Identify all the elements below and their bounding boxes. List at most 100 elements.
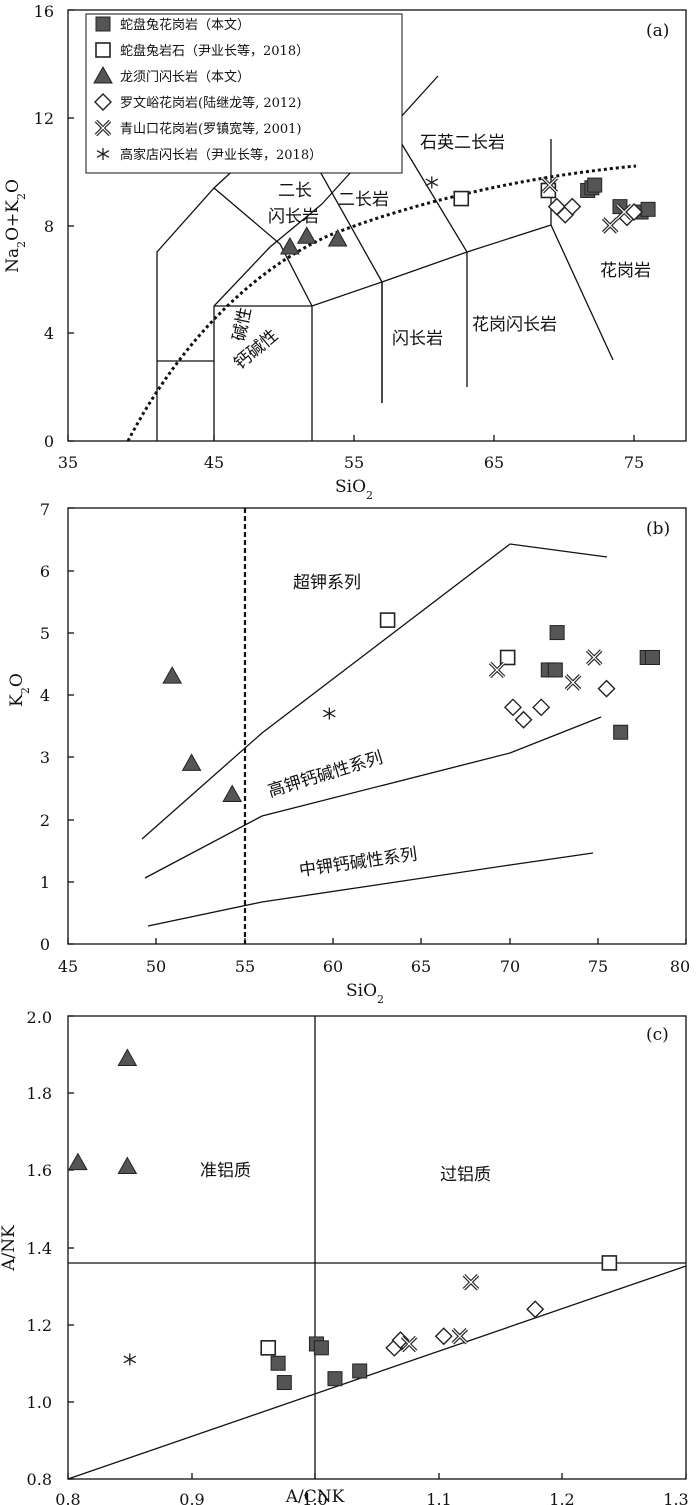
panel-c-label: (c)	[646, 1025, 669, 1045]
data-point-diamond-open	[532, 698, 551, 717]
x-tick-label: 0.9	[179, 1490, 204, 1505]
data-point-square-filled	[276, 1375, 292, 1391]
legend-label: 罗文峪花岗岩(陆继龙等, 2012)	[120, 95, 302, 111]
y-tick-label: 1.8	[27, 1084, 52, 1103]
legend-label: 蛇盘兔花岗岩（本文）	[120, 17, 250, 33]
legend-marker-asterisk	[96, 148, 110, 160]
legend-label: 青山口花岗岩(罗镇宽等, 2001)	[120, 121, 302, 137]
x-tick-label: 80	[670, 957, 690, 976]
y-tick-label: 6	[40, 562, 50, 581]
x-tick-label: 60	[323, 957, 343, 976]
panel-c-x-tick-labels: 0.8 0.9 1.0 1.1 1.2 1.3	[55, 1490, 688, 1505]
field-label: 花岗岩	[600, 261, 651, 281]
panel-b-x-tick-labels: 45 50 55 60 65 70 75 80	[58, 957, 690, 976]
data-point-asterisk	[323, 707, 336, 720]
panel-b: 45 50 55 60 65 70 75 80 0 1 2 3 4 5 6 7 …	[7, 500, 690, 1006]
y-tick-label: 1.4	[27, 1239, 52, 1258]
data-point-square-filled	[644, 649, 660, 665]
panel-a-y-tick-labels: 0 4 8 12 16	[34, 2, 54, 451]
panel-a-points	[280, 176, 656, 255]
panel-c-points	[68, 1048, 618, 1391]
x-tick-label: 50	[146, 957, 166, 976]
y-tick-label: 5	[40, 624, 50, 643]
data-point-square-filled	[270, 1355, 286, 1371]
y-tick-label: 4	[40, 686, 50, 705]
data-point-triangle-filled	[327, 228, 348, 247]
x-tick-label: 55	[344, 453, 364, 472]
y-tick-label: 4	[44, 324, 54, 343]
data-point-diamond-open	[514, 710, 533, 729]
field-label: 过铝质	[440, 1165, 491, 1185]
data-point-triangle-filled	[68, 1152, 88, 1171]
field-label: 中钾钙碱性系列	[298, 845, 419, 881]
data-point-x	[488, 661, 506, 679]
x-tick-label: 65	[484, 453, 504, 472]
x-tick-label: 45	[58, 957, 78, 976]
data-point-triangle-filled	[117, 1048, 138, 1066]
panel-b-y-axis-title: K2O	[7, 673, 32, 707]
legend-label: 高家店闪长岩（尹业长等，2018）	[120, 147, 322, 163]
panel-a: 35 45 55 65 75 0 4 8 12 16 SiO2 Na2O+K2O…	[3, 2, 687, 502]
y-tick-label: 3	[40, 748, 50, 767]
field-label: 闪长岩	[268, 207, 319, 227]
data-point-square-filled	[327, 1371, 343, 1387]
data-point-square-filled	[613, 724, 629, 740]
y-tick-label: 7	[40, 500, 50, 519]
panel-b-ticks	[67, 507, 687, 945]
x-tick-label: 55	[235, 957, 255, 976]
panel-a-x-tick-labels: 35 45 55 65 75	[58, 453, 644, 472]
field-label: 高钾钙碱性系列	[266, 748, 386, 802]
legend-label: 龙须门闪长岩（本文）	[120, 70, 250, 85]
y-tick-label: 0	[44, 432, 54, 451]
y-tick-label: 2	[40, 811, 50, 830]
data-point-x	[462, 1273, 480, 1291]
panel-c-x-axis-title: A/CNK	[285, 1487, 345, 1505]
data-point-diamond-open	[563, 197, 582, 216]
panel-c-y-tick-labels: 0.8 1.0 1.2 1.4 1.6 1.8 2.0	[27, 1008, 52, 1489]
y-tick-label: 0.8	[27, 1470, 52, 1489]
legend-marker-diamond-open	[94, 93, 112, 111]
data-point-triangle-filled	[222, 784, 243, 803]
data-point-x	[451, 1328, 469, 1345]
x-tick-label: 1.0	[302, 1490, 327, 1505]
data-point-diamond-open	[391, 1331, 410, 1350]
panel-a-y-axis-title: Na2O+K2O	[3, 179, 28, 273]
legend-label: 蛇盘兔岩石（尹业长等，2018）	[120, 43, 309, 59]
y-tick-label: 1.0	[27, 1393, 52, 1412]
panel-b-field-labels: 超钾系列 高钾钙碱性系列 中钾钙碱性系列	[266, 573, 419, 881]
data-point-square-open	[379, 612, 396, 628]
x-tick-label: 75	[588, 957, 608, 976]
data-point-square-open	[499, 649, 516, 666]
data-point-diamond-open	[434, 1327, 453, 1346]
x-tick-label: 1.2	[549, 1490, 574, 1505]
x-tick-label: 65	[411, 957, 431, 976]
panel-a-x-axis-title: SiO2	[335, 477, 373, 502]
data-point-x	[400, 1335, 418, 1353]
data-point-x	[615, 203, 633, 221]
x-tick-label: 1.1	[426, 1490, 451, 1505]
x-tick-label: 35	[58, 453, 78, 472]
y-tick-label: 1.6	[27, 1161, 52, 1180]
x-tick-label: 70	[500, 957, 520, 976]
data-point-square-open	[453, 190, 470, 207]
panel-b-fields	[141, 543, 608, 927]
panel-a-alkaline-divide	[126, 164, 637, 442]
legend-marker-x	[94, 119, 112, 137]
data-point-triangle-filled	[181, 753, 202, 771]
panel-b-points	[162, 612, 660, 803]
field-label: 花岗闪长岩	[472, 315, 557, 335]
panel-a-ticks	[67, 9, 635, 442]
field-label: 闪长岩	[392, 329, 443, 349]
y-tick-label: 8	[44, 217, 54, 236]
data-point-x	[601, 217, 619, 234]
data-point-x	[541, 176, 558, 194]
legend-marker-square-filled	[95, 16, 111, 32]
legend-marker-triangle-filled	[93, 65, 113, 84]
panel-c-frame	[67, 1015, 687, 1480]
panel-b-label: (b)	[646, 519, 670, 539]
field-label: 准铝质	[200, 1161, 251, 1181]
data-point-diamond-open	[526, 1300, 545, 1319]
panel-a-label: (a)	[646, 21, 669, 41]
y-tick-label: 2.0	[27, 1008, 52, 1027]
field-label: 二长岩	[338, 190, 389, 210]
